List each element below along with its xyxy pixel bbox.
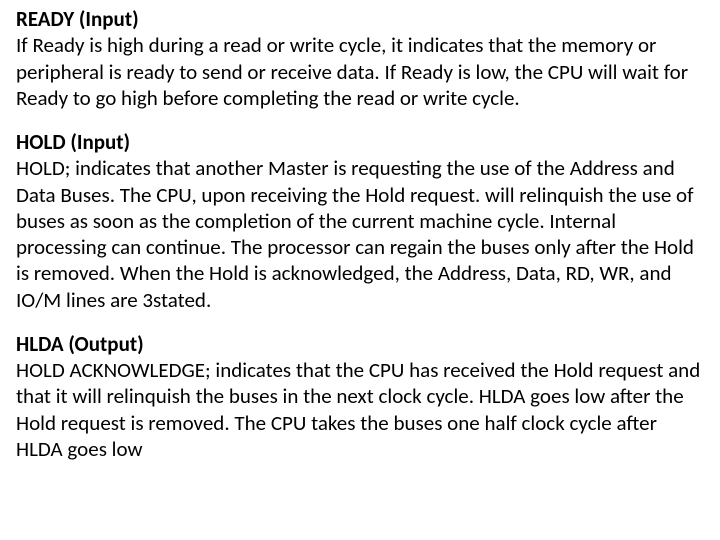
- section-hlda: HLDA (Output) HOLD ACKNOWLEDGE; indicate…: [16, 331, 704, 462]
- document-page: READY (Input) If Ready is high during a …: [0, 0, 720, 540]
- section-heading: HLDA (Output): [16, 331, 704, 357]
- section-body: HOLD ACKNOWLEDGE; indicates that the CPU…: [16, 357, 704, 462]
- section-heading: READY (Input): [16, 6, 704, 32]
- section-body: HOLD; indicates that another Master is r…: [16, 155, 704, 313]
- section-body: If Ready is high during a read or write …: [16, 32, 704, 111]
- section-heading: HOLD (Input): [16, 129, 704, 155]
- section-ready: READY (Input) If Ready is high during a …: [16, 6, 704, 111]
- section-hold: HOLD (Input) HOLD; indicates that anothe…: [16, 129, 704, 313]
